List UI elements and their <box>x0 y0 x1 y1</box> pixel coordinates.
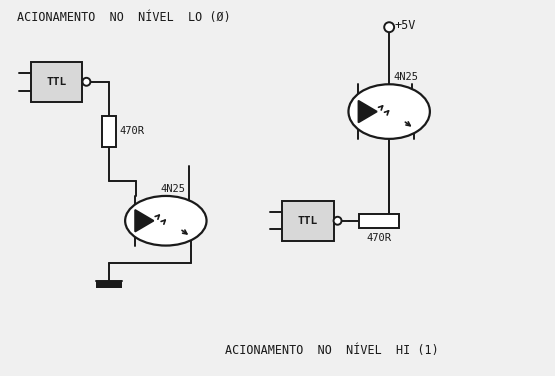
Text: ACIONAMENTO  NO  NÍVEL  LO (Ø): ACIONAMENTO NO NÍVEL LO (Ø) <box>17 11 231 24</box>
Text: 470R: 470R <box>367 233 392 243</box>
Text: TTL: TTL <box>47 77 67 87</box>
Text: 4N25: 4N25 <box>393 72 418 82</box>
Ellipse shape <box>125 196 206 246</box>
Polygon shape <box>135 210 154 232</box>
Circle shape <box>384 22 394 32</box>
Polygon shape <box>359 101 377 123</box>
Ellipse shape <box>349 84 430 139</box>
Bar <box>102 115 116 147</box>
Bar <box>360 214 399 228</box>
Text: 4N25: 4N25 <box>161 184 186 194</box>
Circle shape <box>83 78 90 86</box>
Circle shape <box>334 217 341 225</box>
Bar <box>97 281 122 288</box>
Text: +5V: +5V <box>394 19 416 32</box>
Text: 470R: 470R <box>119 126 144 136</box>
Bar <box>31 62 83 102</box>
Text: TTL: TTL <box>297 216 318 226</box>
Bar <box>282 201 334 241</box>
Text: ACIONAMENTO  NO  NÍVEL  HI (1): ACIONAMENTO NO NÍVEL HI (1) <box>225 344 439 357</box>
